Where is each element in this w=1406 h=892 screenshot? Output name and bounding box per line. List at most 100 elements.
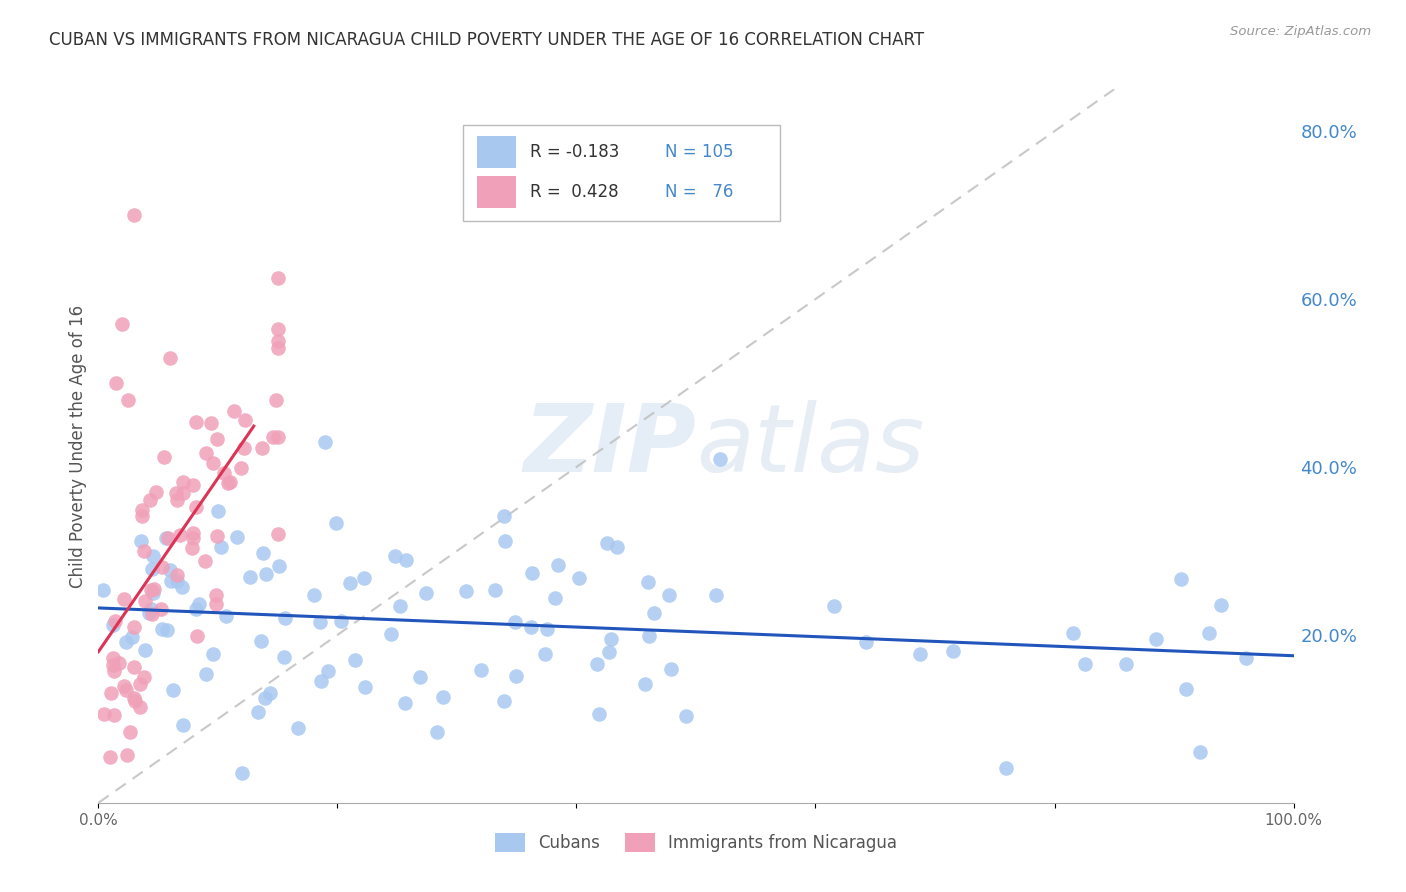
Point [239,570,262,584]
Point [855,635,877,649]
Point [181,541,204,556]
Point [111,318,134,332]
Point [145,485,167,500]
Point [103,664,125,678]
Text: R = -0.183: R = -0.183 [530,143,619,161]
Point [380,627,402,641]
Point [150,602,173,616]
Text: N = 105: N = 105 [665,143,734,161]
Point [426,725,449,739]
Point [267,334,290,348]
Point [1170,572,1192,586]
Point [394,696,416,710]
Point [262,430,284,444]
Point [675,708,697,723]
Text: Source: ZipAtlas.com: Source: ZipAtlas.com [1230,25,1371,38]
Point [470,664,492,678]
Point [267,430,290,444]
Point [1188,745,1211,759]
Text: CUBAN VS IMMIGRANTS FROM NICARAGUA CHILD POVERTY UNDER THE AGE OF 16 CORRELATION: CUBAN VS IMMIGRANTS FROM NICARAGUA CHILD… [49,31,924,49]
Point [643,606,665,620]
Point [212,467,235,481]
Point [287,721,309,735]
Point [166,493,188,508]
Point [139,492,162,507]
Point [112,591,135,606]
Point [704,588,727,602]
Point [568,570,591,584]
FancyBboxPatch shape [463,125,780,221]
Point [195,667,218,681]
Point [165,486,187,500]
Point [547,558,569,573]
Point [353,570,375,584]
Text: atlas: atlas [696,401,924,491]
Point [101,650,124,665]
Point [217,476,239,491]
Point [183,478,205,492]
Point [131,508,153,523]
Point [505,615,527,630]
Point [233,413,256,427]
Point [659,662,682,676]
Point [264,393,287,408]
Point [432,690,454,704]
Point [329,614,352,628]
Point [181,526,204,541]
Point [186,500,208,514]
Point [122,619,145,633]
Point [588,706,610,721]
Point [505,669,527,683]
Point [155,531,177,545]
Point [995,761,1018,775]
Point [384,549,406,563]
Point [122,690,145,705]
Point [316,664,339,678]
Point [520,620,543,634]
Point [121,630,143,644]
Point [273,650,295,665]
Point [534,647,557,661]
Point [325,516,347,530]
Point [908,647,931,661]
Point [166,568,188,582]
Point [658,588,681,602]
Point [172,486,194,500]
Point [205,588,228,602]
Point [599,632,621,646]
Point [181,531,204,545]
Point [309,615,332,630]
Point [267,270,290,285]
Point [159,564,181,578]
Point [141,602,163,616]
Point [162,683,184,698]
Point [595,535,617,549]
Point [129,534,152,549]
Point [195,446,218,460]
Point [246,705,269,719]
Point [104,615,127,629]
Point [1115,657,1137,671]
Point [269,559,291,574]
Point [124,694,146,708]
Point [93,706,115,721]
Point [586,657,609,671]
Point [353,681,375,695]
Text: R =  0.428: R = 0.428 [530,184,619,202]
Point [115,747,138,762]
Point [484,583,506,598]
Point [124,208,146,222]
Point [259,686,281,700]
Point [134,670,156,684]
Point [170,580,193,594]
Point [160,574,183,588]
Point [132,543,155,558]
Point [186,602,208,616]
Text: N =   76: N = 76 [665,184,734,202]
Point [942,643,965,657]
Point [184,416,207,430]
Point [225,530,247,544]
Point [637,574,659,589]
Point [117,392,139,407]
Point [141,562,163,576]
